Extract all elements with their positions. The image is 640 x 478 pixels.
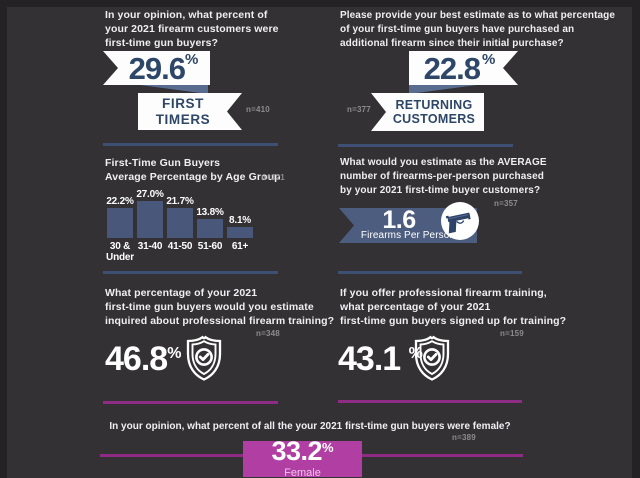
section-divider [338,400,522,403]
bar-column: 22.2% [105,196,135,238]
question-line: your 2021 firearm customers were [105,22,279,35]
page-border-left [0,0,7,478]
shield-check-badge [184,333,224,388]
stat-caption: Firearms Per Person [360,230,456,241]
shield-check-icon [186,335,222,381]
stat-value: 22.8 [423,50,480,86]
stat-label-line: TIMERS [155,111,211,127]
question-line: inquired about professional firearm trai… [105,314,335,327]
pistol-badge [441,202,479,240]
stat-unit: % [482,50,496,68]
section-divider [338,144,513,147]
bar [227,227,253,238]
bar-value-label: 27.0% [136,189,164,200]
sample-size: n=357 [494,199,518,208]
stat-label-line: CUSTOMERS [392,112,476,126]
stat-box-female: 33.2% Female [243,437,362,478]
bar-category-label: 61+ [231,241,249,252]
bar-value-label: 22.2% [106,196,134,207]
stat-banner-first-timers-value: 29.6% [103,51,210,85]
sample-size: n=377 [347,105,371,114]
ribbon-fold [140,85,208,94]
stat-unit: % [167,345,182,362]
bar-column: 27.0% [135,189,165,238]
bar [197,219,223,238]
bar [137,201,163,238]
bar-column: 8.1% [225,215,255,238]
bar-value-label: 13.8% [196,207,224,218]
age-bars: 22.2% 27.0% 21.7% 13.8% 8.1% [105,188,255,238]
question-line: What percentage of your 2021 [105,287,258,299]
stat-label: RETURNING CUSTOMERS [371,98,484,126]
sample-size: n=348 [256,329,280,338]
section-divider [103,401,278,404]
stat-label: Female [284,466,321,478]
question-line: If you offer professional firearm traini… [340,287,547,299]
sample-size: n=389 [452,433,476,442]
stat-value: 29.6 [128,50,186,86]
bar-category-label: 31-40 [137,241,163,252]
stat-label-line: FIRST [162,96,204,112]
stat-value: 1.6 [382,206,416,234]
question-line: first-time gun buyers? [105,36,219,49]
shield-check-badge [412,333,452,388]
question-line: first-time gun buyers signed up for trai… [340,314,567,327]
pistol-icon [445,212,471,234]
stat-banner-returning-label: RETURNING CUSTOMERS [371,93,484,131]
stat-banner-returning-value: 22.8% [409,51,518,85]
section-divider [103,271,278,274]
chart-title-line1: First-Time Gun Buyers [105,157,221,169]
bar-value-label: 21.7% [166,196,194,207]
bar-column: 21.7% [165,196,195,238]
question-training-inquired: What percentage of your 2021 first-time … [105,287,365,328]
stat-value-wrap: 33.2% [271,437,334,467]
question-firearms-per-person: What would you estimate as the AVERAGE n… [340,156,638,197]
ribbon-fold [409,85,477,94]
question-line: number of firearms-per-person purchased [340,170,544,182]
question-line: of your first-time gun buyers have purch… [340,23,575,35]
sample-size: n=410 [246,105,270,114]
question-returning-customers: Please provide your best estimate as to … [340,9,638,50]
bar-category-label: 30 & Under [106,241,134,263]
stat-value-training-inquired: 46.8% [105,342,181,376]
question-line: Please provide your best estimate as to … [340,10,616,21]
stat-label: FIRST TIMERS [138,96,242,126]
stat-value: 33.2 [271,435,322,466]
section-divider [338,271,522,274]
stat-value: 46.8 [105,340,168,378]
bar-value-label: 8.1% [229,215,251,226]
stat-value-training-signed: 43.1 % [338,342,423,376]
shield-check-icon [414,335,450,381]
age-categories: 30 & Under 31-40 41-50 51-60 61+ [105,241,255,263]
question-line: additional firearm since their initial p… [340,37,564,49]
question-line: In your opinion, what percent of [105,9,268,21]
question-female-buyers: In your opinion, what percent of all the… [109,421,511,432]
sample-size: n=321 [261,173,285,182]
bar [167,208,193,238]
bar [107,208,133,238]
stat-value: 43.1 [338,340,401,378]
sample-size: n=159 [500,329,524,338]
stat-banner-first-timers-label: FIRST TIMERS [138,93,242,130]
question-first-timers: In your opinion, what percent of your 20… [105,9,350,50]
page-border-top [0,0,640,7]
question-line: by your 2021 first-time buyer customers? [340,184,541,196]
page-border-right [632,0,640,478]
question-line: first-time gun buyers would you estimate [105,300,314,313]
question-training-signed: If you offer professional firearm traini… [340,287,630,328]
stat-label-line: RETURNING [395,98,473,112]
chart-title-line2: Average Percentage by Age Group [105,171,281,183]
stat-unit: % [185,50,199,68]
bar-category-label: 51-60 [197,241,223,252]
stat-unit: % [322,439,334,455]
bar-column: 13.8% [195,207,225,238]
bar-category-label: 41-50 [167,241,193,252]
question-line: What would you estimate as the AVERAGE [340,157,547,168]
question-line: what percentage of your 2021 [340,300,491,313]
section-divider [103,143,278,146]
